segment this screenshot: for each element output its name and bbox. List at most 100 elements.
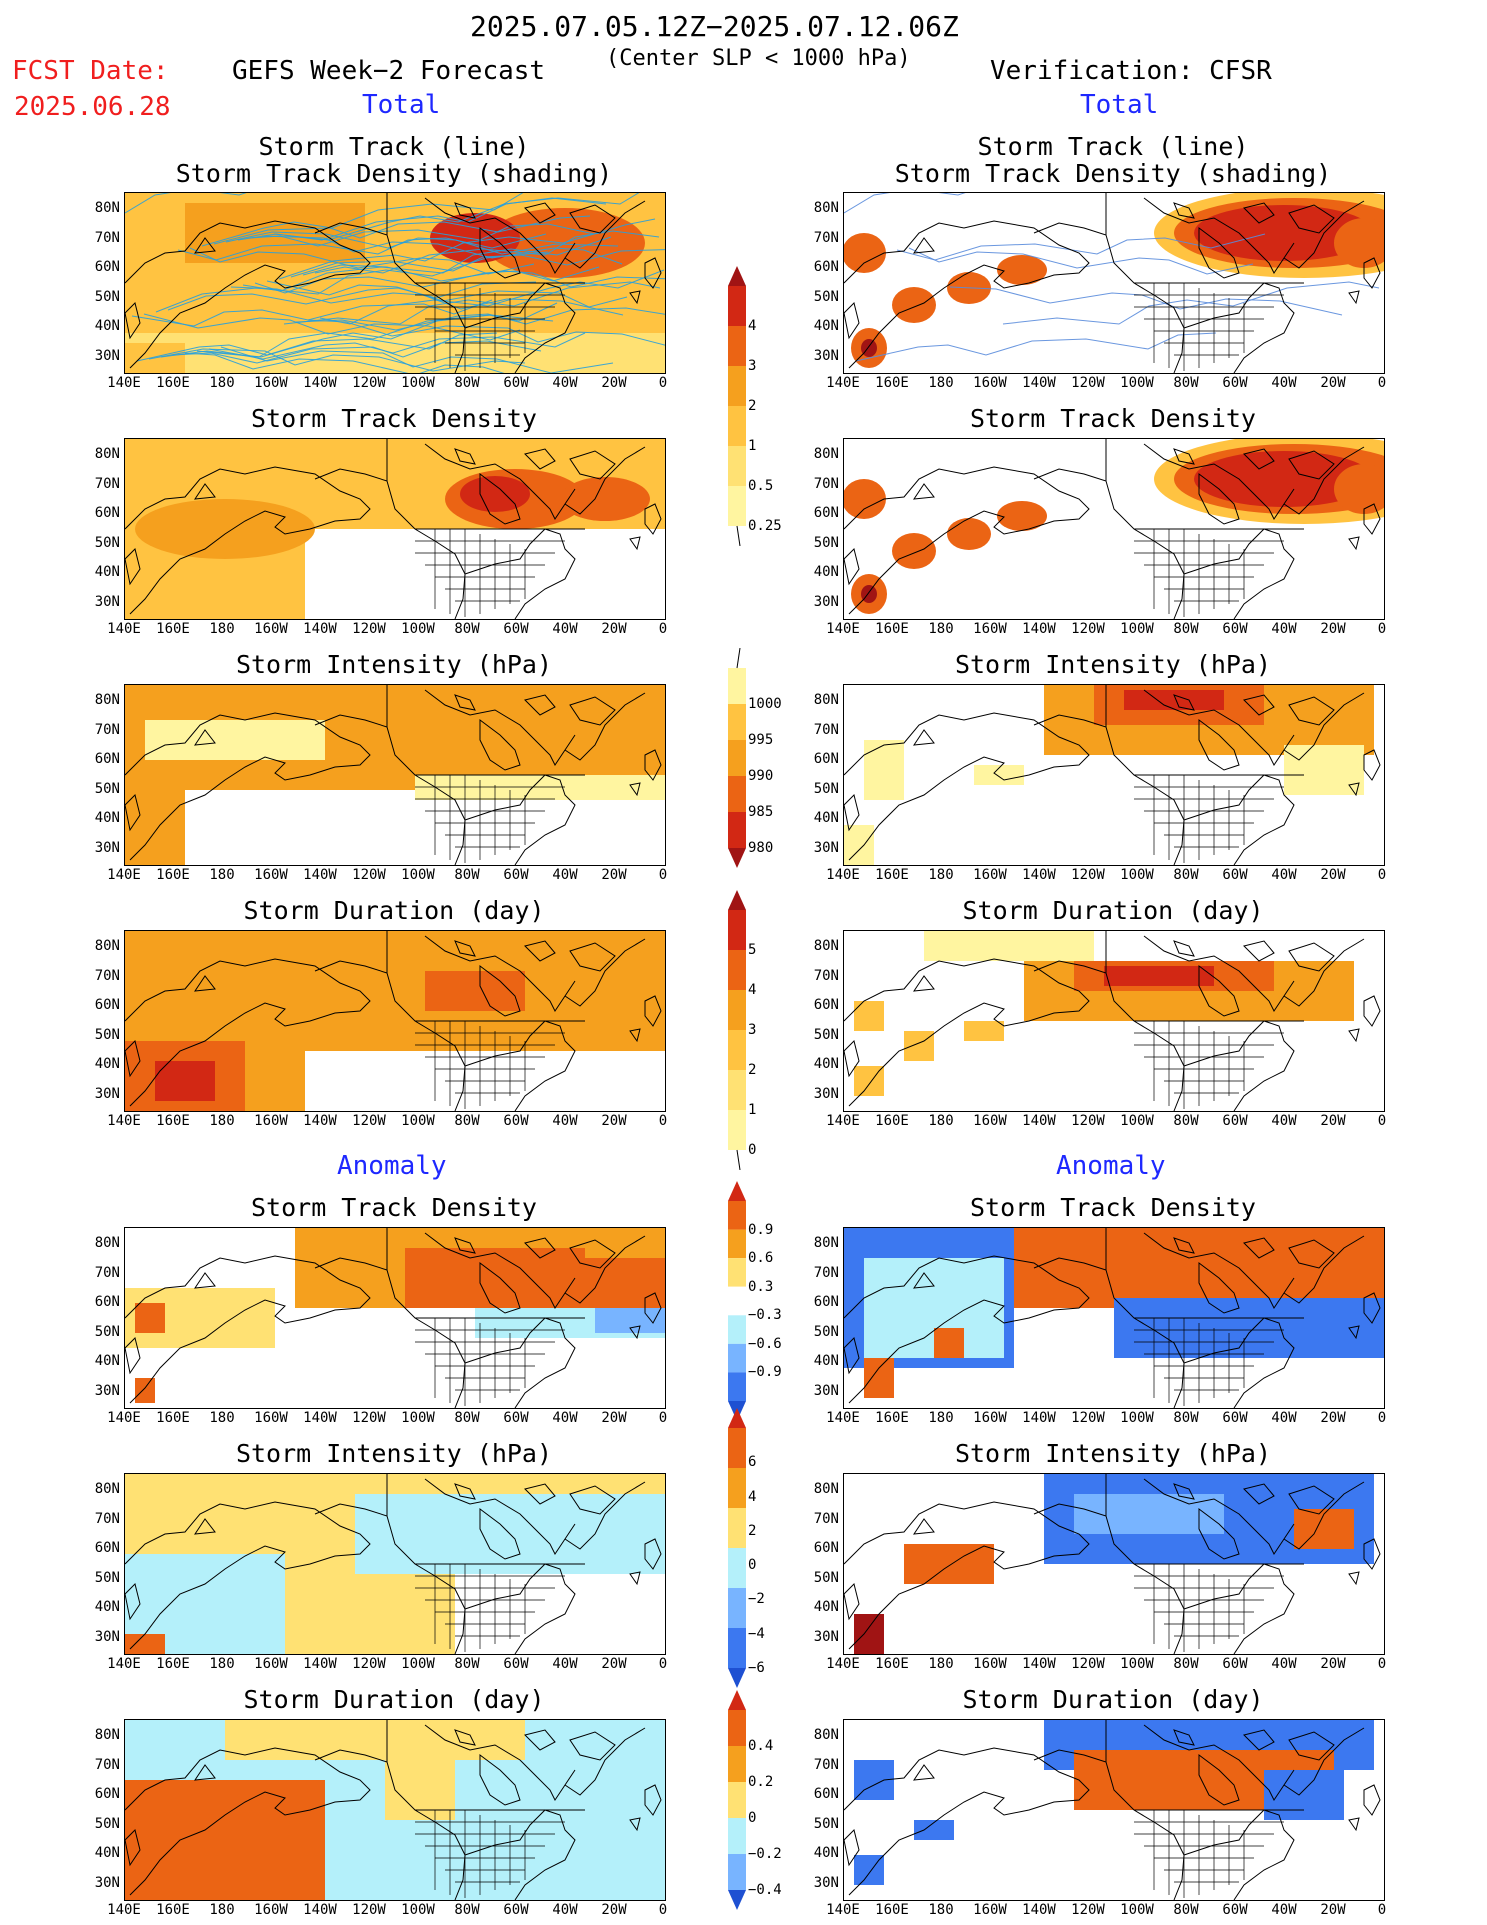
lon-tick-label: 160W (973, 621, 1007, 637)
panel-title-anom-duration-left: Storm Duration (day) (243, 1685, 545, 1714)
lat-tick-label: 70N (94, 721, 120, 738)
lon-tick-label: 140E (826, 867, 860, 883)
lon-tick-label: 160W (973, 1902, 1007, 1918)
lon-tick-label: 160E (875, 375, 909, 391)
lon-tick-label: 160W (973, 1410, 1007, 1426)
map-intensity-verification (843, 684, 1385, 866)
colorbar-label: 1 (748, 438, 757, 454)
lon-tick-label: 140W (1022, 1113, 1056, 1129)
lon-tick-label: 140W (303, 1902, 337, 1918)
colorbar-label: 0.9 (748, 1221, 774, 1238)
colorbar-label: 0.5 (748, 478, 774, 494)
lon-tick-label: 140W (303, 1113, 337, 1129)
map-track-verification (843, 192, 1385, 374)
lon-tick-label: 60W (1222, 621, 1248, 637)
lon-tick-label: 160E (875, 1410, 909, 1426)
center-slp-note: (Center SLP < 1000 hPa) (606, 46, 911, 71)
lon-tick-label: 160W (973, 375, 1007, 391)
panel-title-anom-duration-right: Storm Duration (day) (962, 1685, 1264, 1714)
lon-tick-label: 100W (401, 1902, 435, 1918)
lon-tick-label: 0 (1377, 1902, 1387, 1918)
panel-title-intensity-left: Storm Intensity (hPa) (235, 650, 553, 679)
lat-tick-label: 30N (94, 1382, 120, 1399)
lon-tick-label: 0 (658, 1410, 668, 1426)
map-anom-density-forecast (124, 1227, 666, 1409)
colorbar-label: 2 (748, 1062, 757, 1078)
lon-tick-label: 180 (928, 375, 954, 391)
lon-tick-label: 20W (601, 1656, 627, 1672)
lon-tick-label: 40W (552, 1113, 578, 1129)
lon-tick-label: 60W (503, 1902, 529, 1918)
lon-tick-label: 0 (658, 1113, 668, 1129)
lon-tick-label: 100W (1120, 1902, 1154, 1918)
lat-tick-label: 30N (94, 347, 120, 364)
lon-tick-label: 40W (552, 1656, 578, 1672)
lon-tick-label: 120W (1071, 1902, 1105, 1918)
lon-tick-label: 20W (1320, 1902, 1346, 1918)
lon-tick-label: 100W (401, 1656, 435, 1672)
lon-tick-label: 80W (1173, 1410, 1199, 1426)
lat-tick-label: 40N (813, 1056, 839, 1072)
colorbar-label: 4 (748, 318, 757, 334)
lon-tick-label: 160W (254, 1902, 288, 1918)
lon-tick-label: 60W (1222, 1410, 1248, 1426)
colorbar-intensity-total (726, 647, 750, 872)
lon-tick-label: 100W (401, 867, 435, 883)
lon-tick-label: 100W (1120, 375, 1154, 391)
lon-tick-label: 80W (1173, 1113, 1199, 1129)
lon-tick-label: 100W (1120, 621, 1154, 637)
lon-tick-label: 20W (601, 867, 627, 883)
colorbar-label: 3 (748, 358, 757, 374)
lon-tick-label: 140E (107, 621, 141, 637)
lon-tick-label: 120W (352, 375, 386, 391)
lat-tick-label: 80N (813, 1727, 839, 1743)
lat-tick-label: 70N (813, 721, 839, 738)
lon-tick-label: 0 (658, 1902, 668, 1918)
lon-tick-label: 140E (107, 1410, 141, 1426)
lon-tick-label: 120W (352, 621, 386, 637)
colorbar-duration-total (726, 890, 750, 1174)
lat-tick-label: 30N (94, 1085, 120, 1102)
lon-tick-label: 0 (1377, 1113, 1387, 1129)
lon-tick-label: 60W (1222, 375, 1248, 391)
lon-tick-label: 120W (1071, 1410, 1105, 1426)
panel-title-track-right: Storm Track (line) Storm Track Density (s… (894, 132, 1332, 188)
lon-tick-label: 160E (156, 1410, 190, 1426)
colorbar-label: 985 (748, 804, 774, 820)
lon-tick-label: 160E (875, 1113, 909, 1129)
lon-tick-label: 80W (454, 1656, 480, 1672)
lat-tick-label: 30N (813, 347, 839, 364)
lat-tick-label: 40N (813, 810, 839, 826)
lon-tick-label: 140E (826, 375, 860, 391)
lon-tick-label: 40W (1271, 1656, 1297, 1672)
lon-tick-label: 140W (303, 1656, 337, 1672)
lat-tick-label: 40N (94, 810, 120, 826)
lon-tick-label: 60W (1222, 1656, 1248, 1672)
lon-tick-label: 160W (254, 375, 288, 391)
colorbar-label: −0.4 (748, 1882, 782, 1898)
lon-tick-label: 140E (107, 867, 141, 883)
lat-tick-label: 70N (94, 967, 120, 984)
lon-tick-label: 0 (658, 867, 668, 883)
lat-tick-label: 30N (813, 593, 839, 610)
lon-tick-label: 180 (209, 1656, 235, 1672)
lon-tick-label: 160W (254, 1410, 288, 1426)
lon-tick-label: 140W (1022, 621, 1056, 637)
lat-tick-label: 60N (94, 751, 120, 767)
lat-tick-label: 80N (94, 692, 120, 708)
lon-tick-label: 180 (209, 1410, 235, 1426)
map-track-forecast (124, 192, 666, 374)
lon-tick-label: 140W (303, 375, 337, 391)
lat-tick-label: 80N (813, 200, 839, 216)
lon-tick-label: 120W (1071, 867, 1105, 883)
lat-tick-label: 30N (94, 593, 120, 610)
lat-tick-label: 50N (813, 1815, 839, 1832)
lat-tick-label: 70N (813, 967, 839, 984)
colorbar-label: −6 (748, 1660, 765, 1676)
lon-tick-label: 40W (1271, 375, 1297, 391)
lon-tick-label: 0 (658, 375, 668, 391)
colorbar-label: −0.6 (748, 1335, 782, 1352)
lon-tick-label: 0 (658, 621, 668, 637)
colorbar-label: 1 (748, 1102, 757, 1118)
lon-tick-label: 160E (156, 375, 190, 391)
